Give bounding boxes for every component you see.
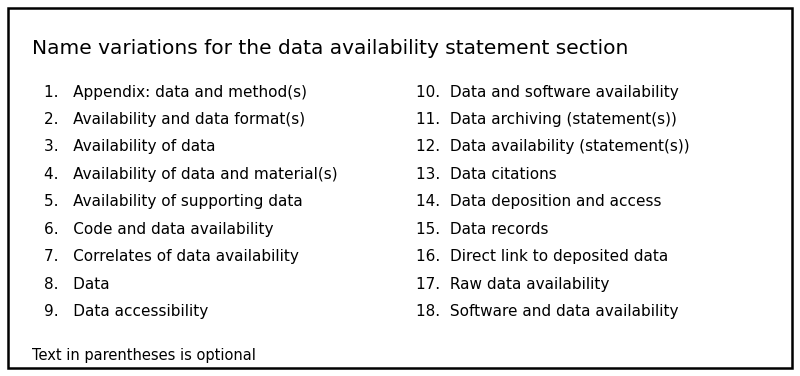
Text: 12.  Data availability (statement(s)): 12. Data availability (statement(s)) (416, 139, 690, 155)
Text: 18.  Software and data availability: 18. Software and data availability (416, 304, 678, 319)
Text: 9.   Data accessibility: 9. Data accessibility (44, 304, 208, 319)
Text: 4.   Availability of data and material(s): 4. Availability of data and material(s) (44, 167, 338, 182)
Text: 2.   Availability and data format(s): 2. Availability and data format(s) (44, 112, 305, 127)
Text: 14.  Data deposition and access: 14. Data deposition and access (416, 194, 662, 209)
Text: 7.   Correlates of data availability: 7. Correlates of data availability (44, 249, 299, 264)
Text: 1.   Appendix: data and method(s): 1. Appendix: data and method(s) (44, 85, 307, 100)
FancyBboxPatch shape (8, 8, 792, 368)
Text: 8.   Data: 8. Data (44, 277, 110, 292)
Text: 11.  Data archiving (statement(s)): 11. Data archiving (statement(s)) (416, 112, 677, 127)
Text: 5.   Availability of supporting data: 5. Availability of supporting data (44, 194, 302, 209)
Text: 16.  Direct link to deposited data: 16. Direct link to deposited data (416, 249, 668, 264)
Text: 13.  Data citations: 13. Data citations (416, 167, 557, 182)
Text: 6.   Code and data availability: 6. Code and data availability (44, 222, 274, 237)
Text: 3.   Availability of data: 3. Availability of data (44, 139, 215, 155)
Text: 10.  Data and software availability: 10. Data and software availability (416, 85, 678, 100)
Text: 15.  Data records: 15. Data records (416, 222, 549, 237)
Text: 17.  Raw data availability: 17. Raw data availability (416, 277, 610, 292)
Text: Name variations for the data availability statement section: Name variations for the data availabilit… (32, 39, 628, 59)
Text: Text in parentheses is optional: Text in parentheses is optional (32, 348, 256, 363)
